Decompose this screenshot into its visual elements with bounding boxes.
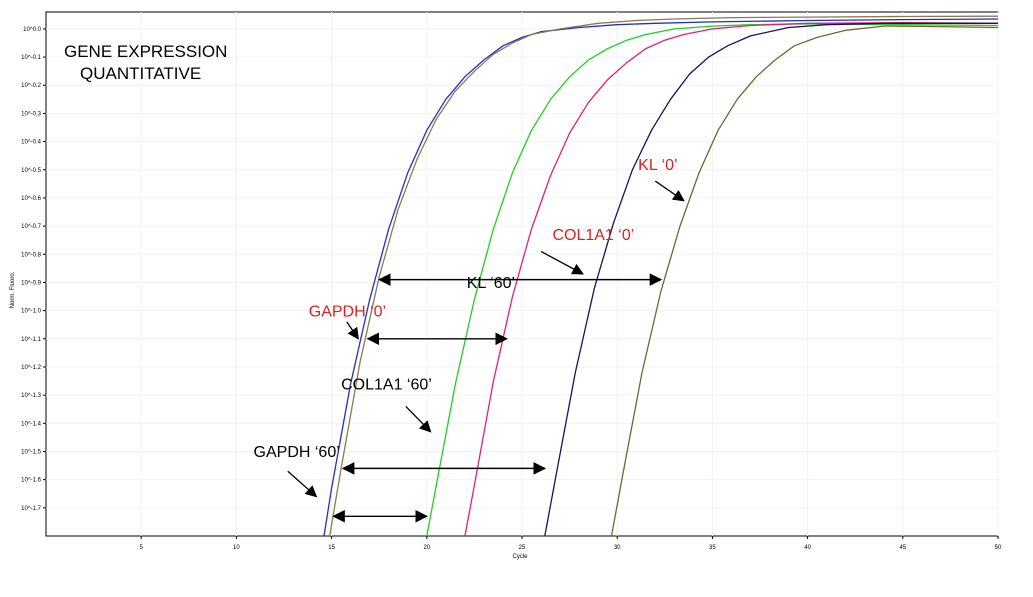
y-tick-label-6: 10^-0.6	[21, 196, 41, 202]
y-tick-label-14: 10^-1.4	[21, 421, 41, 427]
x-axis-label: Cycle	[512, 554, 528, 560]
annotations: GAPDH ‘0’ KL ‘60’ COL1A1 ‘60’ GAPDH ‘60’ COL…	[254, 157, 685, 498]
y-tick-label-2: 10^-0.2	[21, 83, 41, 89]
y-tick-label-0: 10^0.0	[23, 27, 41, 33]
y-axis-label: Norm. Fluoro.	[10, 271, 16, 308]
x-tick-label-7: 40	[804, 545, 811, 551]
x-tick-label-8: 45	[899, 545, 906, 551]
range-arrows	[332, 273, 663, 523]
x-tick-label-1: 10	[233, 545, 240, 551]
y-tick-label-8: 10^-0.8	[21, 252, 41, 258]
series-line-5	[610, 25, 999, 537]
y-tick-label-15: 10^-1.5	[21, 449, 41, 455]
y-tick-label-12: 10^-1.2	[21, 365, 41, 371]
x-tick-label-2: 15	[328, 545, 335, 551]
annotation-arrow-0	[346, 321, 359, 340]
y-tick-label-1: 10^-0.1	[21, 55, 41, 61]
annotation-label-0: GAPDH ‘0’	[309, 303, 386, 320]
series-line-3	[464, 22, 999, 537]
annotation-arrow-4	[540, 250, 584, 275]
axis-ticks: 5 10 15 20 25 30 35 40 45 50 10^0.0 10^-0.1 10^-0.2 1…	[21, 27, 1002, 551]
series-line-2	[426, 23, 999, 537]
series-line-1	[329, 15, 999, 537]
y-tick-label-17: 10^-1.7	[21, 506, 41, 512]
annotation-label-3: GAPDH ‘60’	[254, 444, 340, 461]
x-tick-label-0: 5	[140, 545, 144, 551]
x-tick-label-3: 20	[423, 545, 430, 551]
annotation-arrow-3	[287, 470, 318, 498]
y-tick-label-10: 10^-1.0	[21, 309, 41, 315]
x-tick-label-5: 30	[614, 545, 621, 551]
y-tick-label-3: 10^-0.3	[21, 111, 41, 117]
y-tick-label-13: 10^-1.3	[21, 393, 41, 399]
chart-title-line-2: QUANTITATIVE	[80, 64, 201, 83]
annotation-label-5: KL ‘0’	[638, 157, 677, 174]
annotation-label-4: COL1A1 ‘0’	[552, 227, 634, 244]
annotation-arrow-5	[654, 180, 685, 202]
annotation-label-1: KL ‘60’	[467, 275, 515, 292]
series-line-4	[544, 22, 998, 537]
y-tick-label-16: 10^-1.6	[21, 478, 41, 484]
y-tick-label-9: 10^-0.9	[21, 280, 41, 286]
x-tick-label-4: 25	[519, 545, 526, 551]
grid-lines	[46, 12, 999, 536]
y-tick-label-4: 10^-0.4	[21, 140, 41, 146]
annotation-arrow-2	[405, 405, 432, 433]
annotation-label-2: COL1A1 ‘60’	[341, 377, 432, 394]
series-layer	[323, 15, 999, 537]
x-tick-label-6: 35	[709, 545, 716, 551]
chart-title-line-1: GENE EXPRESSION	[64, 42, 227, 61]
y-tick-label-7: 10^-0.7	[21, 224, 41, 230]
y-tick-label-11: 10^-1.1	[21, 337, 41, 343]
y-tick-label-5: 10^-0.5	[21, 168, 41, 174]
series-line-0	[323, 18, 999, 537]
x-tick-label-9: 50	[995, 545, 1002, 551]
